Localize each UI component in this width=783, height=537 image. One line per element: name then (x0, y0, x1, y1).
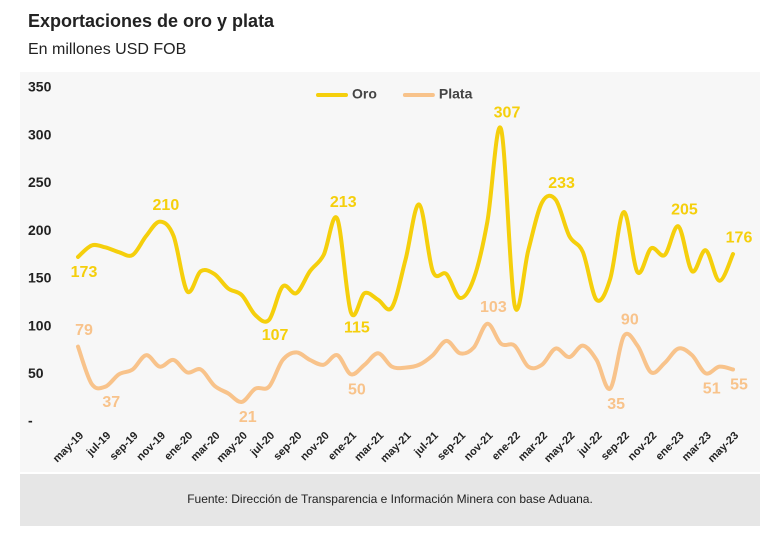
data-label: 50 (348, 382, 366, 399)
legend-label: Plata (439, 86, 473, 102)
y-tick-label: 150 (28, 270, 52, 286)
data-label: 103 (480, 299, 507, 316)
data-label: 213 (330, 194, 357, 211)
y-tick-label: 200 (28, 222, 52, 238)
line (76, 321, 735, 404)
data-label: 21 (239, 409, 257, 426)
data-label: 37 (102, 394, 120, 411)
source-note: Fuente: Dirección de Transparencia e Inf… (187, 492, 593, 506)
data-label: 90 (621, 311, 639, 328)
data-label: 173 (71, 264, 98, 281)
chart-title: Exportaciones de oro y plata (28, 11, 275, 31)
data-label: 115 (344, 319, 370, 336)
data-label: 307 (494, 104, 521, 121)
plot-background (20, 72, 760, 472)
data-label: 210 (153, 197, 180, 214)
data-label: 233 (548, 175, 575, 192)
data-label: 176 (726, 229, 753, 246)
data-label: 55 (730, 377, 748, 394)
y-tick-label: 300 (28, 126, 52, 142)
footer-background (20, 474, 760, 526)
data-label: 107 (262, 327, 289, 344)
data-label: 205 (671, 202, 698, 219)
y-tick-label: 250 (28, 174, 52, 190)
y-tick-label: 50 (28, 365, 44, 381)
data-label: 35 (607, 396, 625, 413)
data-label: 79 (75, 322, 93, 339)
data-label: 51 (703, 381, 721, 398)
y-tick-label: 350 (28, 79, 52, 95)
chart-subtitle: En millones USD FOB (28, 41, 186, 58)
line (76, 125, 735, 324)
legend-label: Oro (352, 86, 377, 102)
y-tick-label: - (28, 413, 33, 429)
y-tick-label: 100 (28, 317, 52, 333)
